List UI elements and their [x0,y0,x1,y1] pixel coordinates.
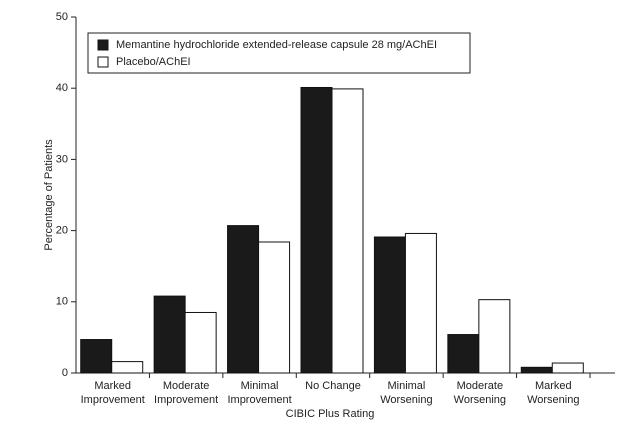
y-axis-label: Percentage of Patients [43,139,55,251]
bar [478,299,511,374]
legend-box [87,32,471,74]
bar [300,86,333,374]
x-tick-label: Marked [94,380,131,392]
bar [520,366,553,374]
legend-swatch [97,39,109,51]
x-tick-label: Improvement [81,394,145,406]
x-tick-label: No Change [305,380,361,392]
x-tick-label: Minimal [241,380,279,392]
x-tick-label: Improvement [154,394,218,406]
x-tick-label: Moderate [163,380,209,392]
legend-label: Placebo/AChEI [116,56,191,68]
y-tick-label: 40 [56,82,68,94]
x-tick-label: Marked [535,380,572,392]
bar [111,361,144,374]
x-tick-label: Worsening [454,394,506,406]
x-tick-label: Moderate [457,380,503,392]
bar [80,339,113,374]
bar [447,334,480,374]
y-tick-label: 0 [62,367,68,379]
bar [184,311,217,374]
x-tick-label: Worsening [527,394,579,406]
y-tick-label: 30 [56,153,68,165]
bar [551,362,584,374]
x-tick-label: Minimal [387,380,425,392]
bar [153,295,186,374]
y-tick-label: 20 [56,225,68,237]
legend-swatch [97,56,109,68]
x-tick-label: Worsening [380,394,432,406]
y-tick-label: 10 [56,296,68,308]
bar [373,236,406,374]
legend-label: Memantine hydrochloride extended-release… [116,39,437,51]
x-axis-label: CIBIC Plus Rating [286,408,375,420]
bar [331,88,364,374]
bar [404,232,437,374]
bar [227,225,260,374]
y-tick-label: 50 [56,11,68,23]
bar [258,241,291,374]
x-tick-label: Improvement [227,394,291,406]
